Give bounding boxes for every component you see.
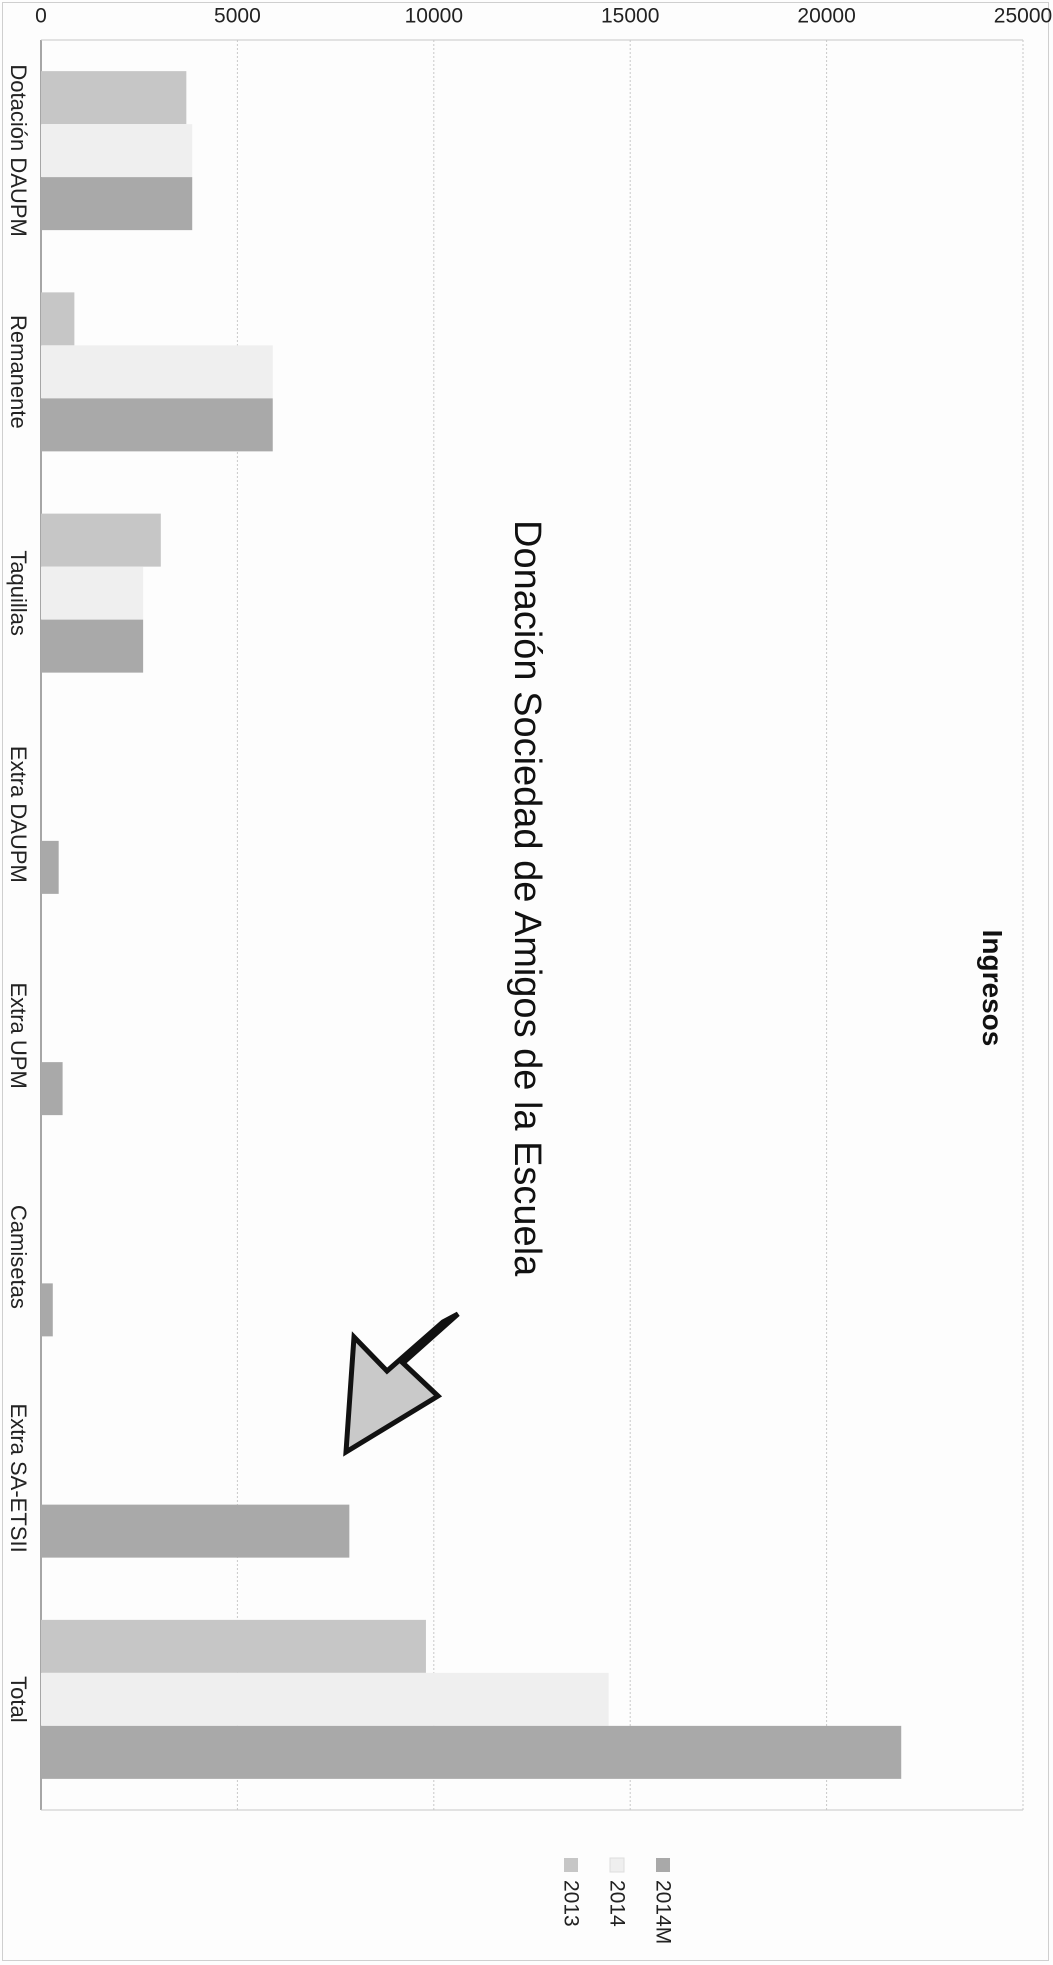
bar-2014m-0	[41, 177, 192, 230]
category-label: Extra UPM	[6, 982, 31, 1088]
legend-label: 2014	[606, 1880, 629, 1927]
bar-2014m-2	[41, 620, 143, 673]
bar-2014m-5	[41, 1283, 53, 1336]
category-label: Camisetas	[6, 1205, 31, 1309]
bar-2014-7	[41, 1673, 609, 1726]
legend-swatch	[656, 1858, 670, 1872]
legend-swatch	[610, 1858, 624, 1872]
category-label: Dotación DAUPM	[6, 64, 31, 236]
bar-2014m-7	[41, 1726, 901, 1779]
bar-2013-0	[41, 71, 186, 124]
annotation-arrow	[346, 1314, 458, 1452]
y-tick-label: 20000	[797, 5, 855, 28]
bar-2013-7	[41, 1620, 426, 1673]
y-axis-ticks: 0 5000 10000 15000 20000 25000	[35, 5, 1052, 28]
bar-2013-1	[41, 292, 74, 345]
y-tick-label: 25000	[994, 5, 1052, 28]
legend-label: 2013	[560, 1880, 583, 1927]
y-tick-label: 10000	[405, 5, 463, 28]
y-tick-label: 0	[35, 5, 47, 28]
bar-2014m-4	[41, 1062, 63, 1115]
bar-2014-1	[41, 345, 273, 398]
x-axis-categories: Dotación DAUPM Remanente Taquillas Extra DA…	[6, 64, 31, 1722]
category-label: Taquillas	[6, 550, 31, 636]
bar-2014m-1	[41, 398, 273, 451]
category-label: Extra DAUPM	[6, 746, 31, 883]
legend: 2013 2014 2014M	[560, 1858, 675, 1944]
category-label: Total	[6, 1676, 31, 1722]
bar-2014m-3	[41, 841, 59, 894]
category-label: Remanente	[6, 315, 31, 429]
y-tick-label: 15000	[601, 5, 659, 28]
legend-swatch	[564, 1858, 578, 1872]
category-label: Extra SA-ETSII	[6, 1404, 31, 1553]
bars	[41, 71, 901, 1779]
annotation-text: Donación Sociedad de Amigos de la Escuel…	[506, 520, 548, 1277]
chart-title: Ingresos	[977, 930, 1008, 1047]
bar-2014-0	[41, 124, 192, 177]
bar-2014-2	[41, 567, 143, 620]
y-tick-label: 5000	[214, 5, 261, 28]
bar-2013-2	[41, 514, 161, 567]
legend-label: 2014M	[652, 1880, 675, 1944]
bar-2014m-6	[41, 1505, 349, 1558]
